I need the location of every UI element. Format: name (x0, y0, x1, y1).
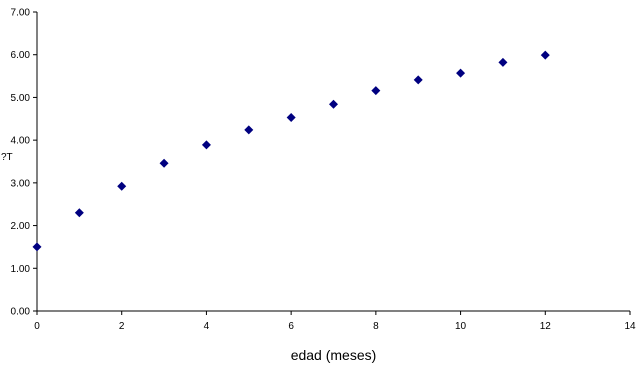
data-point (498, 57, 508, 67)
y-tick-label: 7.00 (11, 8, 31, 19)
data-point (117, 181, 127, 191)
x-tick-label: 10 (455, 321, 467, 332)
data-points (32, 50, 550, 252)
data-point (371, 86, 381, 96)
x-tick-label: 8 (373, 321, 379, 332)
y-tick-label: 5.00 (11, 93, 31, 104)
data-point (32, 242, 42, 252)
data-point (74, 208, 84, 218)
axes (36, 12, 630, 312)
x-axis-title: edad (meses) (291, 347, 377, 363)
data-point (159, 158, 169, 168)
x-tick-label: 6 (288, 321, 294, 332)
x-tick-label: 12 (540, 321, 552, 332)
data-point (413, 75, 423, 85)
data-point (456, 68, 466, 78)
x-tick-label: 2 (119, 321, 125, 332)
data-point (201, 140, 211, 150)
data-point (286, 113, 296, 123)
y-tick-label: 2.00 (11, 221, 31, 232)
y-tick-label: 4.00 (11, 136, 31, 147)
y-tick-label: 1.00 (11, 264, 31, 275)
y-ticks: 0.00 1.00 2.00 3.00 4.00 5.00 6.00 7.00 (11, 8, 37, 318)
y-tick-label: 3.00 (11, 178, 31, 189)
y-tick-label: 0.00 (11, 307, 31, 318)
data-point (244, 125, 254, 135)
x-tick-label: 14 (624, 321, 636, 332)
x-ticks: 0 2 4 6 8 10 12 14 (34, 311, 636, 332)
data-point (540, 50, 550, 60)
data-point (329, 99, 338, 109)
y-axis-title: ?T (1, 152, 13, 163)
y-tick-label: 6.00 (11, 50, 31, 61)
x-tick-label: 4 (204, 321, 210, 332)
x-tick-label: 0 (34, 321, 40, 332)
